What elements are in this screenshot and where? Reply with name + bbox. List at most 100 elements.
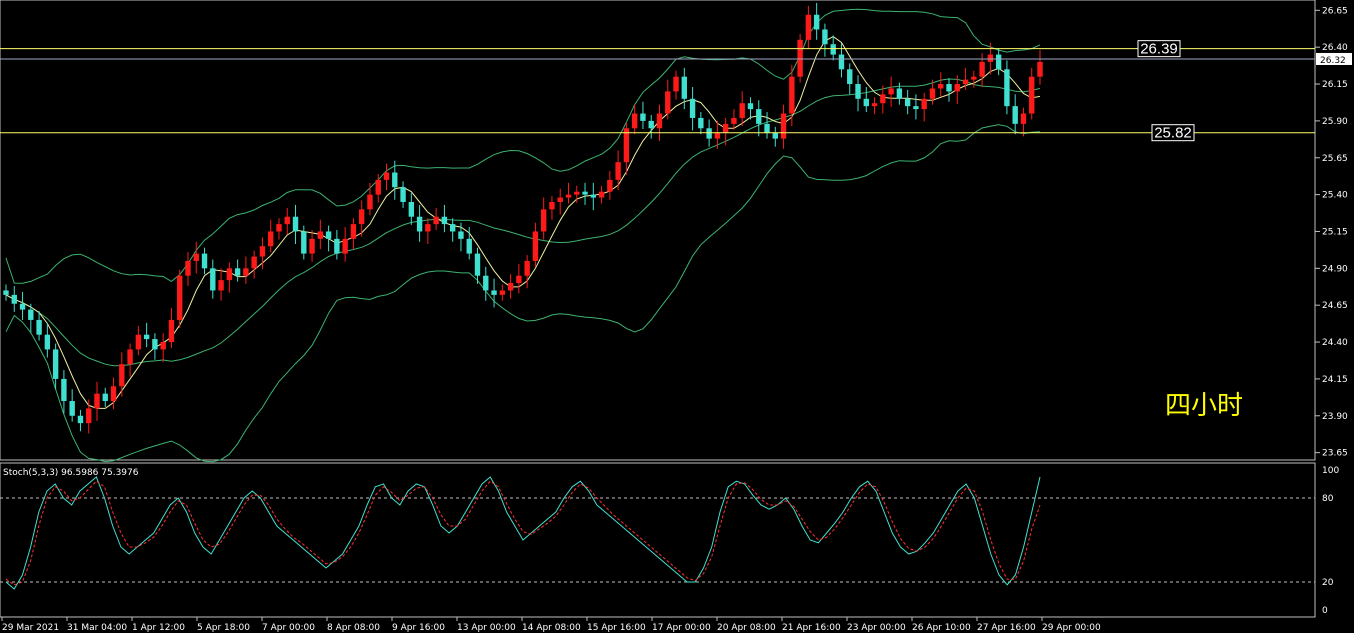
time-tick-label: 20 Apr 08:00 (717, 623, 776, 633)
candle-body (962, 79, 969, 85)
stochastic-main-line (5, 476, 1041, 590)
candle-body (259, 246, 266, 257)
candle-body (921, 98, 927, 110)
candle-body (838, 54, 845, 70)
candle-body (317, 231, 324, 239)
candle-body (722, 123, 729, 133)
price-tick-label: 25.90 (1322, 117, 1348, 127)
candle-body (474, 253, 481, 276)
price-tick-label: 24.90 (1322, 264, 1348, 274)
time-tick-label: 21 Apr 16:00 (782, 623, 841, 633)
time-tick-label: 27 Apr 16:00 (977, 623, 1036, 633)
candle-body (648, 120, 654, 129)
candle-body (143, 334, 150, 340)
candle-body (987, 54, 994, 62)
time-tick-label: 29 Apr 00:00 (1042, 623, 1101, 633)
candle-body (127, 349, 133, 365)
candle-body (94, 393, 100, 409)
candle-body (234, 268, 241, 276)
candle-body (756, 109, 762, 124)
candle-body (309, 238, 315, 254)
stochastic-tick-label: 20 (1322, 578, 1334, 588)
candle-body (747, 103, 754, 110)
candle-body (61, 378, 67, 402)
candle-body (540, 209, 547, 232)
stochastic-lines (5, 476, 1041, 590)
level-label: 25.82 (1154, 125, 1192, 142)
horizontal-levels[interactable]: 26.39 25.82 26.32 (0, 40, 1352, 142)
stochastic-pane-border (0, 462, 1316, 618)
price-tick-label: 26.40 (1322, 43, 1348, 53)
candle-body (805, 14, 812, 40)
price-axis: 26.65 26.40 26.15 25.90 25.65 25.40 25.15 24.90… (1315, 6, 1348, 459)
candle-body (607, 179, 613, 192)
candle-body (185, 260, 191, 276)
candle-body (292, 216, 299, 232)
price-tick-label: 26.15 (1322, 80, 1348, 90)
time-tick-label: 8 Apr 08:00 (327, 623, 380, 633)
candle-body (780, 113, 787, 139)
candle-body (590, 194, 597, 198)
candle-body (797, 39, 803, 77)
bollinger-bands (5, 8, 1041, 463)
stochastic-tick-label: 80 (1322, 494, 1334, 504)
candle-body (698, 117, 704, 129)
level-label: 26.39 (1140, 41, 1178, 58)
price-pane-border (0, 0, 1316, 461)
candle-body (689, 98, 696, 118)
candle-body (135, 334, 142, 350)
current-price-box (1316, 52, 1352, 65)
candle-body (507, 283, 514, 291)
candle-body (3, 290, 9, 295)
candle-body (491, 290, 497, 295)
candle-body (524, 260, 530, 276)
time-tick-label: 31 Mar 04:00 (67, 623, 127, 633)
candle-body (342, 238, 348, 254)
candle-body (466, 238, 472, 254)
candle-body (441, 216, 448, 225)
price-tick-label: 24.15 (1322, 375, 1348, 385)
stochastic-levels (0, 497, 1315, 583)
candle-body (789, 76, 795, 114)
price-tick-label: 24.65 (1322, 301, 1348, 311)
candle-body (813, 14, 820, 30)
candle-body (598, 191, 605, 198)
time-tick-label: 13 Apr 00:00 (457, 623, 516, 633)
candle-body (1012, 106, 1018, 124)
time-tick-label: 1 Apr 12:00 (132, 623, 185, 633)
price-tick-label: 24.40 (1322, 338, 1348, 348)
candle-body (938, 84, 944, 89)
candle-body (847, 69, 853, 85)
stochastic-tick-label: 100 (1322, 466, 1339, 476)
candle-body (764, 123, 770, 133)
candle-body (28, 309, 34, 320)
candle-body (549, 201, 555, 210)
candle-body (656, 113, 663, 129)
candle-body (383, 172, 390, 180)
candle-body (532, 231, 539, 261)
candle-body (11, 294, 17, 304)
candle-body (52, 349, 59, 379)
bollinger-lower-line (5, 124, 1041, 463)
candle-body (325, 231, 332, 239)
price-tick-label: 23.65 (1322, 449, 1348, 459)
candle-body (350, 224, 357, 239)
price-pane[interactable]: 26.39 25.82 26.32 26.65 26.40 26.15 25.90 25.6… (0, 0, 1352, 463)
candle-body (855, 84, 861, 99)
candle-body (400, 187, 406, 202)
candle-body (681, 76, 687, 99)
stochastic-pane[interactable]: Stoch(5,3,3) 96.5986 75.3976 100 80 20 0 (0, 462, 1339, 618)
candle-body (425, 224, 431, 232)
moving-average (5, 36, 1041, 409)
candles (3, 2, 1043, 434)
time-tick-label: 5 Apr 18:00 (197, 623, 250, 633)
price-tick-label: 25.40 (1322, 191, 1348, 201)
candle-body (86, 408, 92, 424)
candle-body (929, 88, 936, 99)
candle-body (160, 342, 166, 350)
candle-body (979, 61, 985, 77)
candle-body (995, 54, 1002, 70)
candle-body (408, 201, 415, 217)
bollinger-middle-line (5, 78, 1041, 367)
